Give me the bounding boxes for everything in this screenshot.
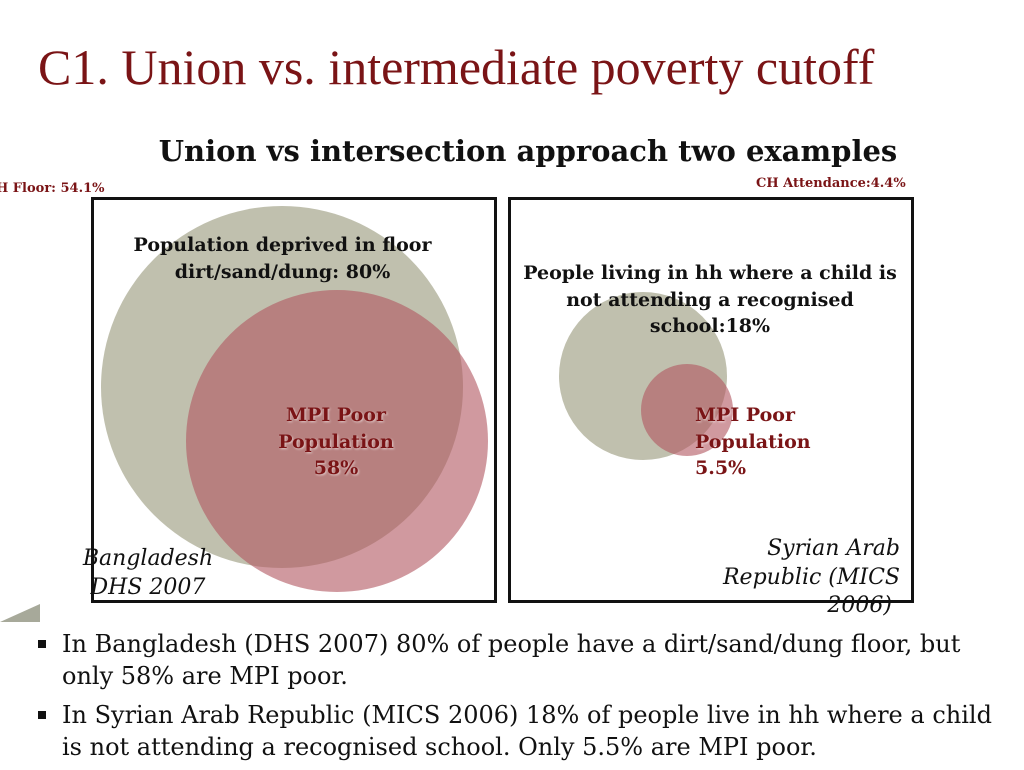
bullet-list: In Bangladesh (DHS 2007) 80% of people h…: [34, 628, 1019, 770]
slide-subtitle: Union vs intersection approach two examp…: [158, 134, 898, 168]
mpi-poor-circle-syria: [641, 364, 733, 456]
mpi-label-line: MPI Poor: [286, 404, 386, 426]
mpi-label-line: Population: [695, 430, 811, 453]
country-label-syria: Syrian Arab Republic (MICS 2006): [700, 535, 900, 621]
ch-attendance-label: CH Attendance:4.4%: [756, 176, 906, 191]
bullet-item: In Syrian Arab Republic (MICS 2006) 18% …: [34, 699, 1019, 764]
not-attending-school-label: People living in hh where a child is not…: [523, 262, 897, 338]
mpi-poor-label-syria: MPI Poor Population 5.5%: [695, 402, 845, 482]
country-line: DHS 2007: [90, 574, 206, 600]
bullet-square-icon: [38, 710, 46, 719]
country-label-bangladesh: Bangladesh DHS 2007: [78, 545, 218, 602]
syria-panel: [508, 197, 914, 603]
mpi-label-line: Population: [278, 430, 394, 453]
mpi-label-line: MPI Poor: [695, 404, 795, 426]
mpi-poor-label-bangladesh: MPI Poor Population 58%: [266, 402, 406, 482]
slide-title: C1. Union vs. intermediate poverty cutof…: [38, 39, 875, 95]
bullet-square-icon: [38, 640, 46, 648]
country-line: Republic (MICS: [722, 564, 900, 590]
bullet-text: In Syrian Arab Republic (MICS 2006) 18% …: [62, 700, 992, 762]
mpi-label-line: 5.5%: [695, 457, 747, 480]
country-line: 2006): [827, 593, 892, 619]
decorative-wedge: [0, 604, 40, 622]
mpi-poor-circle: [186, 290, 488, 592]
deprived-floor-label: Population deprived in floor dirt/sand/d…: [133, 234, 432, 283]
mpi-label-line: 58%: [313, 457, 359, 480]
country-line: Syrian Arab: [767, 536, 900, 561]
bangladesh-panel: [91, 197, 497, 603]
bullet-item: In Bangladesh (DHS 2007) 80% of people h…: [34, 628, 1019, 693]
bullet-text: In Bangladesh (DHS 2007) 80% of people h…: [62, 630, 961, 691]
country-line: Bangladesh: [82, 546, 214, 571]
h-floor-label: H Floor: 54.1%: [0, 181, 105, 196]
